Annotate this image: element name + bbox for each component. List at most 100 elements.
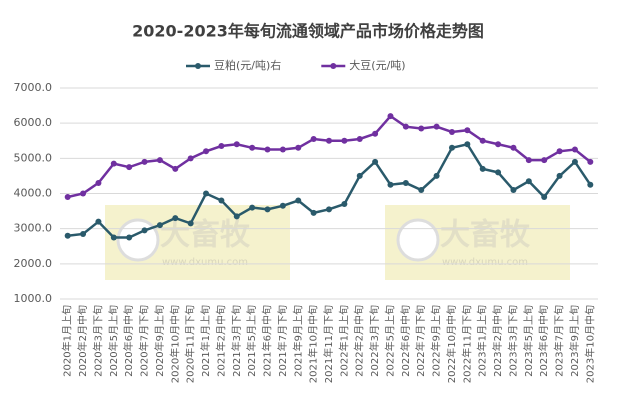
- point: [279, 202, 286, 209]
- x-tick-label: 2023年7月下旬: [553, 305, 566, 377]
- x-tick-label: 2020年5月上旬: [107, 305, 120, 377]
- point: [571, 158, 578, 165]
- x-tick-label: 2023年6月中旬: [537, 305, 550, 377]
- point: [218, 197, 225, 204]
- point: [233, 141, 240, 148]
- point: [387, 181, 394, 188]
- point: [326, 206, 332, 213]
- x-tick-label: 2023年1月上旬: [476, 305, 489, 377]
- point: [356, 135, 363, 142]
- point: [495, 169, 502, 176]
- point: [448, 144, 455, 151]
- point: [80, 190, 87, 197]
- y-tick-label: 3000.0: [14, 222, 53, 235]
- x-tick-label: 2021年6月中旬: [261, 305, 274, 377]
- point: [95, 179, 102, 186]
- watermark-icon: [116, 218, 160, 262]
- x-tick-label: 2022年2月中旬: [353, 305, 366, 377]
- point: [156, 157, 163, 164]
- point: [418, 186, 425, 193]
- point: [126, 234, 133, 241]
- x-tick-label: 2023年3月下旬: [506, 305, 519, 377]
- point: [525, 178, 532, 185]
- point: [372, 130, 379, 137]
- point: [80, 230, 87, 237]
- x-tick-label: 2020年1月上旬: [61, 305, 74, 377]
- point: [587, 158, 594, 165]
- point: [141, 158, 148, 165]
- x-tick-label: 2021年3月下旬: [230, 305, 243, 377]
- point: [525, 157, 532, 164]
- point: [264, 146, 271, 153]
- x-tick-label: 2021年2月中旬: [214, 305, 227, 377]
- x-tick-label: 2021年7月下旬: [276, 305, 289, 377]
- point: [187, 155, 194, 162]
- x-tick-label: 2020年9月上旬: [153, 305, 166, 377]
- point: [110, 160, 117, 167]
- x-tick-label: 2022年3月下旬: [368, 305, 381, 377]
- point: [479, 165, 486, 172]
- point: [402, 179, 409, 186]
- x-tick-label: 2020年7月下旬: [138, 305, 151, 377]
- point: [233, 213, 240, 220]
- x-tick-label: 2020年2月中旬: [76, 305, 89, 377]
- point: [172, 215, 179, 222]
- point: [295, 144, 302, 151]
- point: [387, 113, 394, 120]
- point: [156, 222, 163, 229]
- x-tick-label: 2020年6月中旬: [122, 305, 135, 377]
- point: [310, 209, 317, 216]
- point: [433, 172, 440, 179]
- point: [587, 181, 594, 188]
- point: [464, 141, 471, 148]
- x-tick-label: 2022年1月上旬: [337, 305, 350, 377]
- x-tick-label: 2021年11月下旬: [322, 305, 335, 383]
- point: [187, 220, 194, 227]
- y-tick-label: 4000.0: [14, 187, 53, 200]
- point: [203, 148, 210, 155]
- point: [495, 141, 502, 148]
- point: [203, 190, 210, 197]
- x-tick-label: 2022年5月上旬: [383, 305, 396, 377]
- legend-label: 大豆(元/吨): [349, 58, 405, 72]
- point: [510, 186, 517, 193]
- point: [264, 206, 271, 213]
- x-tick-label: 2021年1月上旬: [199, 305, 212, 377]
- y-tick-label: 1000.0: [14, 292, 53, 305]
- point: [326, 137, 332, 144]
- legend-marker: [330, 63, 337, 69]
- x-tick-label: 2023年9月上旬: [568, 305, 581, 377]
- x-tick-label: 2022年6月中旬: [399, 305, 412, 377]
- point: [172, 165, 179, 172]
- point: [249, 144, 256, 151]
- y-tick-label: 6000.0: [14, 116, 53, 129]
- x-tick-label: 2022年7月下旬: [414, 305, 427, 377]
- point: [556, 172, 563, 179]
- point: [556, 148, 563, 155]
- x-tick-label: 2020年11月下旬: [184, 305, 197, 383]
- chart-title: 2020-2023年每旬流通领域产品市场价格走势图: [132, 22, 484, 41]
- point: [402, 123, 409, 130]
- x-tick-label: 2023年2月中旬: [491, 305, 504, 377]
- point: [110, 234, 117, 241]
- x-tick-label: 2022年10月中旬: [445, 305, 458, 383]
- point: [141, 227, 148, 234]
- point: [541, 194, 548, 201]
- watermark-url: www.dxumu.com: [442, 257, 528, 268]
- y-tick-label: 7000.0: [14, 81, 53, 94]
- point: [372, 158, 379, 165]
- x-tick-label: 2021年10月中旬: [307, 305, 320, 383]
- point: [356, 172, 363, 179]
- watermark-icon: [396, 218, 440, 262]
- legend-label: 豆粕(元/吨)右: [214, 58, 281, 72]
- x-tick-label: 2022年11月下旬: [460, 305, 473, 383]
- x-tick-label: 2020年10月中旬: [168, 305, 181, 383]
- point: [433, 123, 440, 130]
- x-tick-label: 2022年9月上旬: [430, 305, 443, 377]
- point: [510, 144, 517, 151]
- point: [571, 146, 578, 153]
- point: [279, 146, 286, 153]
- legend-marker: [195, 63, 201, 69]
- watermark-text: 大畜牧: [160, 218, 251, 253]
